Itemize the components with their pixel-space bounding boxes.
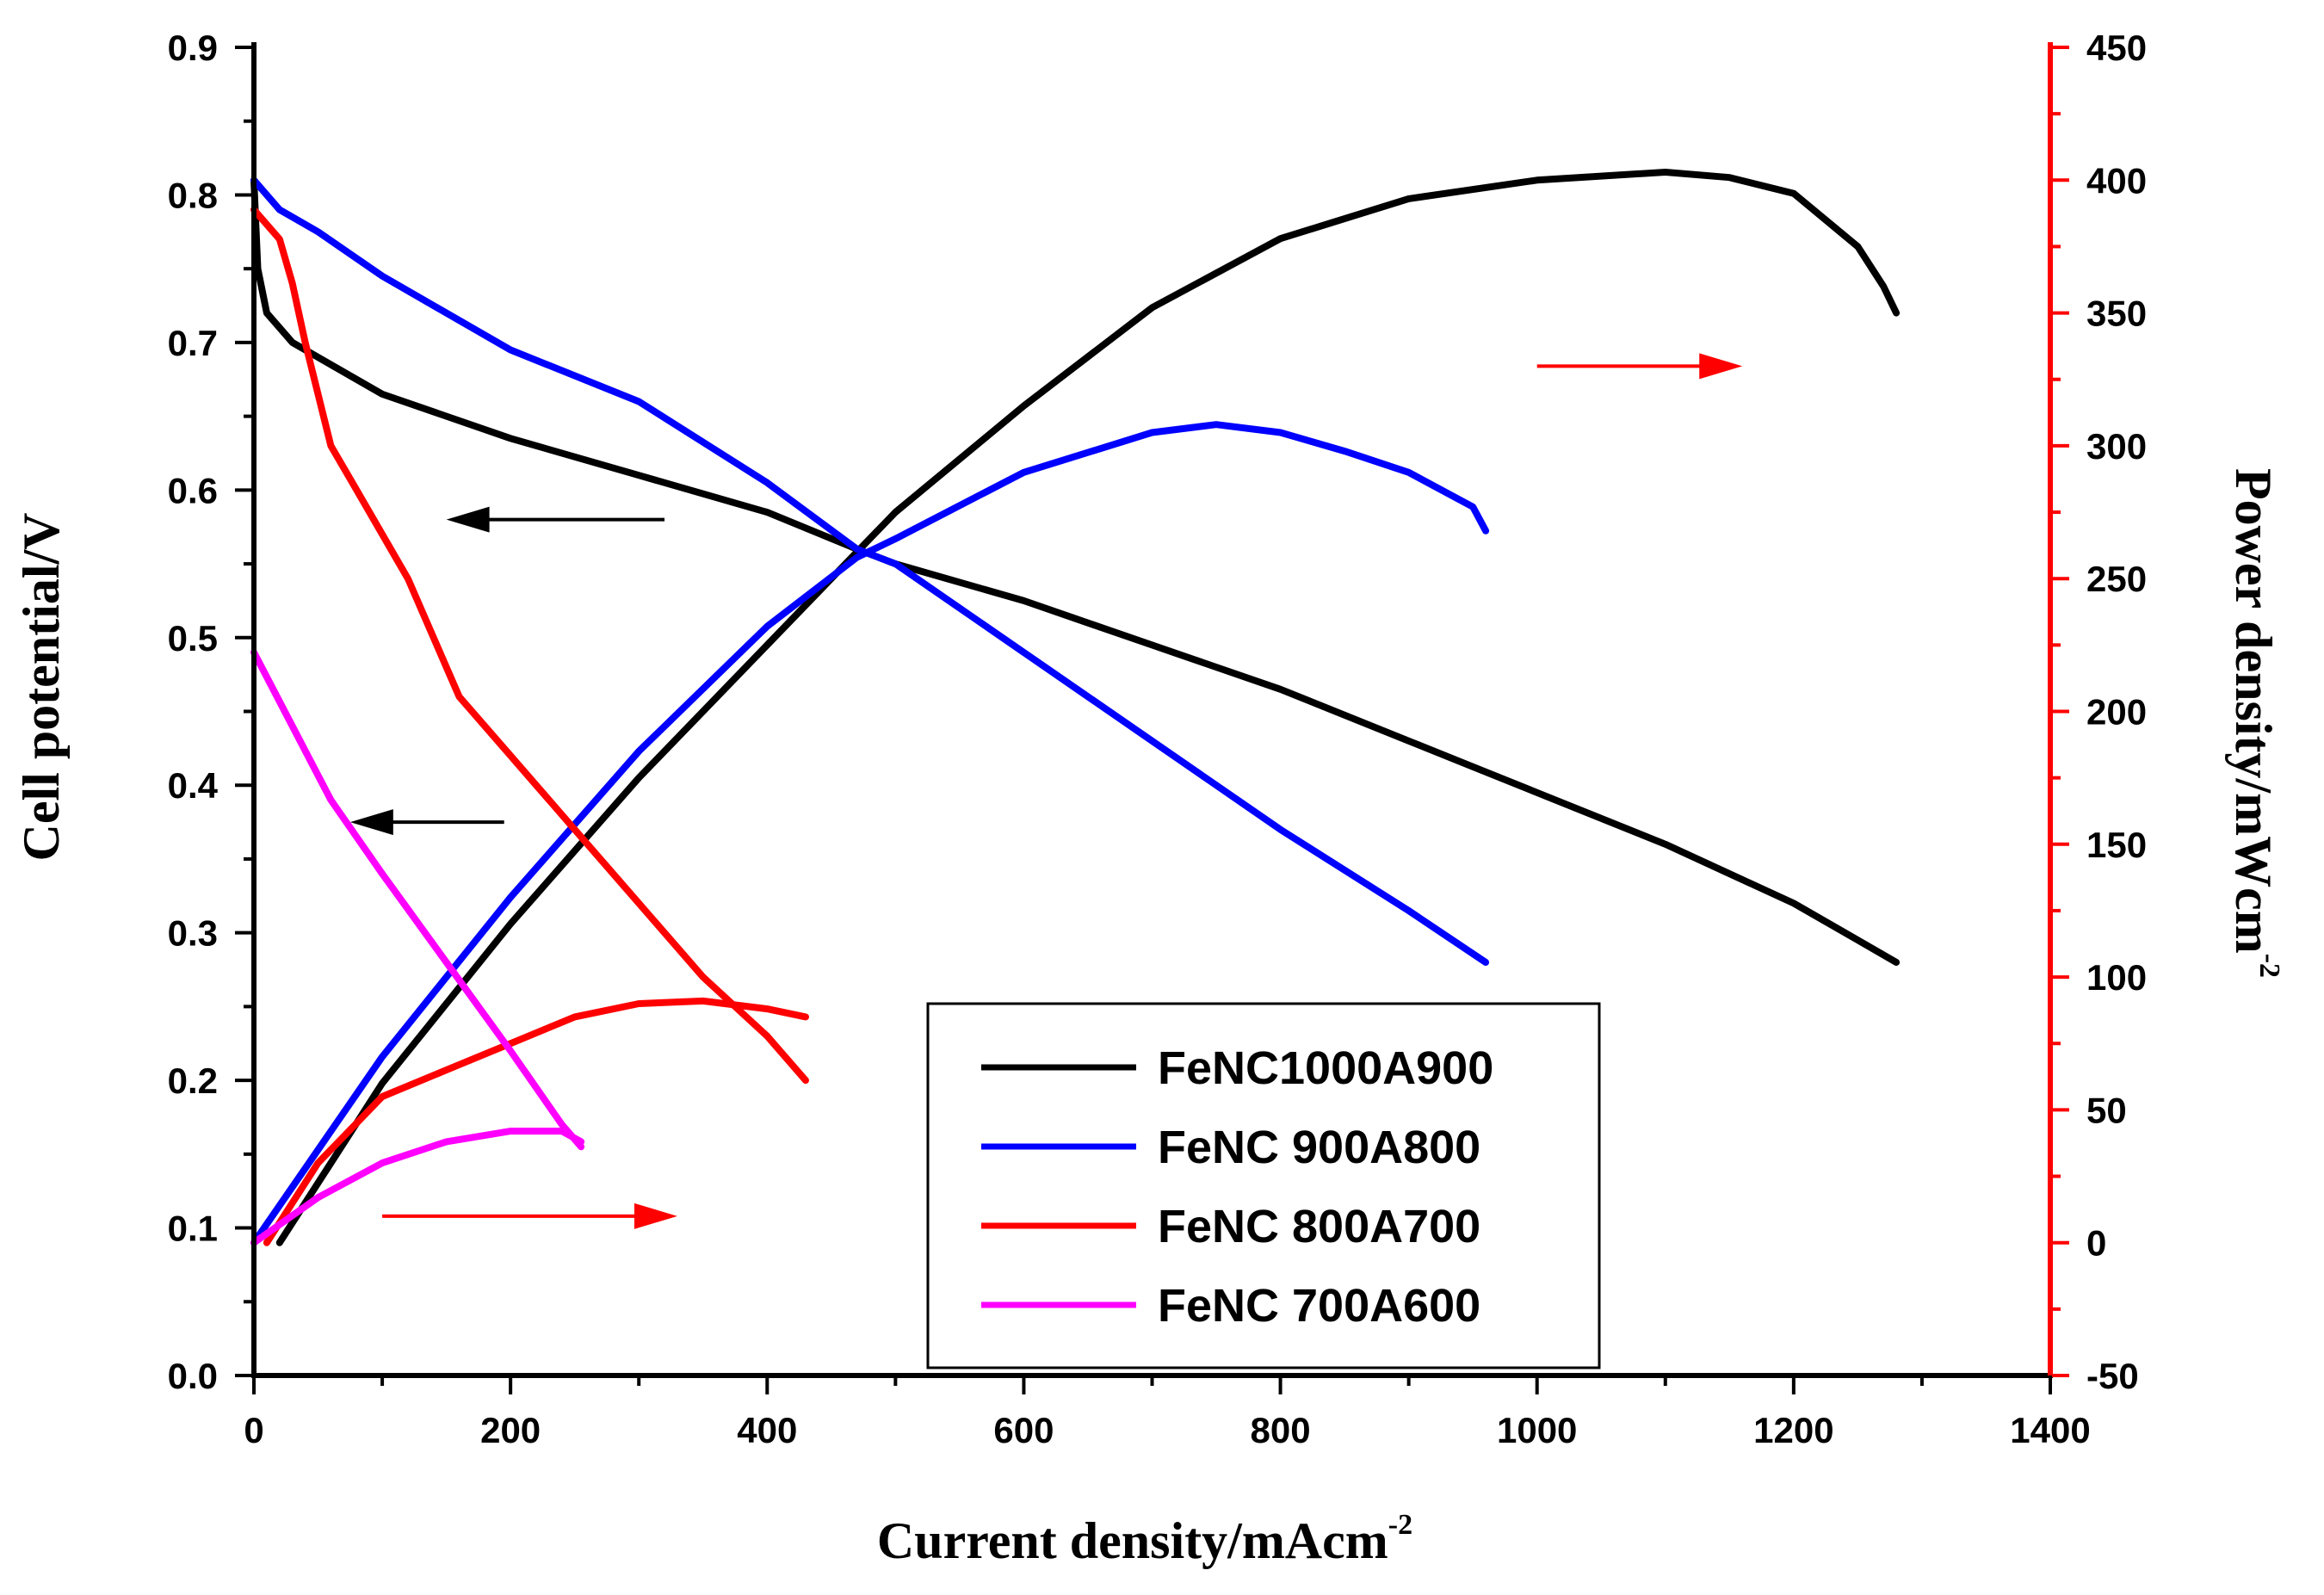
x-tick-label: 600 [993, 1410, 1054, 1450]
left-y-tick-label: 0.5 [168, 618, 218, 658]
left-y-tick-label: 0.7 [168, 323, 218, 363]
x-tick-label: 200 [480, 1410, 541, 1450]
right-y-tick-label: 250 [2086, 559, 2147, 599]
x-tick-label: 800 [1251, 1410, 1311, 1450]
x-tick-label: 400 [737, 1410, 797, 1450]
right-y-tick-label: -50 [2086, 1356, 2139, 1396]
right-y-tick-label: 350 [2086, 294, 2147, 334]
left-y-tick-label: 0.4 [168, 765, 219, 806]
power-curve-fenc-900a800 [250, 421, 1490, 1246]
annotation-arrows [349, 353, 1743, 1229]
legend-label: FeNC 900A800 [1158, 1122, 1480, 1173]
left-y-axis-title: Cell potential/V [13, 513, 70, 862]
legend-entry: FeNC 800A700 [981, 1201, 1480, 1252]
x-tick-label: 1200 [1753, 1410, 1833, 1450]
legend-entry: FeNC 900A800 [981, 1122, 1480, 1173]
right-y-tick-label: 0 [2086, 1223, 2106, 1264]
left-y-tick-label: 0.0 [168, 1356, 218, 1396]
annotation-arrow-head [446, 506, 490, 533]
polarization-curve-fenc-900a800 [250, 176, 1490, 966]
curves-layer [250, 169, 1901, 1246]
right-y-tick-label: 50 [2086, 1090, 2127, 1130]
power-curve-fenc-700a600 [250, 1128, 585, 1246]
left-y-tick-label: 0.2 [168, 1060, 218, 1101]
x-tick-label: 1400 [2010, 1410, 2090, 1450]
left-y-tick-label: 0.9 [168, 28, 218, 68]
left-y-tick-label: 0.6 [168, 470, 218, 510]
left-y-tick-label: 0.3 [168, 913, 218, 954]
axes-layer: 0.0 0.1 0.2 0.3 0.4 0.5 0.6 0.7 0.8 0.9 -50 0 50 100 1… [168, 28, 2147, 1450]
legend-label: FeNC 700A600 [1158, 1280, 1480, 1332]
right-y-tick-label: 400 [2086, 160, 2147, 201]
right-y-tick-label: 450 [2086, 28, 2147, 68]
legend-entry: FeNC 700A600 [981, 1280, 1480, 1332]
power-curve-fenc1000a900 [275, 169, 1901, 1246]
annotation-arrow-head [634, 1202, 677, 1229]
x-tick-label: 0 [244, 1410, 263, 1450]
annotation-arrow-head [1699, 353, 1743, 380]
right-y-tick-label: 100 [2086, 957, 2147, 998]
left-y-tick-label: 0.8 [168, 175, 218, 215]
legend-entry: FeNC1000A900 [981, 1042, 1493, 1094]
right-y-tick-label: 200 [2086, 692, 2147, 733]
x-axis-title: Current density/mAcm-2 [877, 1509, 1412, 1569]
polarization-curve-fenc-700a600 [250, 648, 585, 1151]
left-y-tick-label: 0.1 [168, 1209, 218, 1249]
x-tick-label: 1000 [1497, 1410, 1577, 1450]
right-y-tick-label: 300 [2086, 426, 2147, 467]
legend-label: FeNC 800A700 [1158, 1201, 1480, 1252]
legend: FeNC1000A900 FeNC 900A800 FeNC 800A700 F… [926, 1002, 1601, 1369]
right-y-axis-title: Power density/mWcm-2 [2225, 468, 2285, 978]
power-curve-fenc-800a700 [263, 997, 809, 1246]
right-y-tick-label: 150 [2086, 825, 2147, 865]
legend-label: FeNC1000A900 [1158, 1042, 1493, 1094]
annotation-arrow-head [349, 809, 393, 836]
polarization-curve-fenc-800a700 [250, 206, 809, 1085]
